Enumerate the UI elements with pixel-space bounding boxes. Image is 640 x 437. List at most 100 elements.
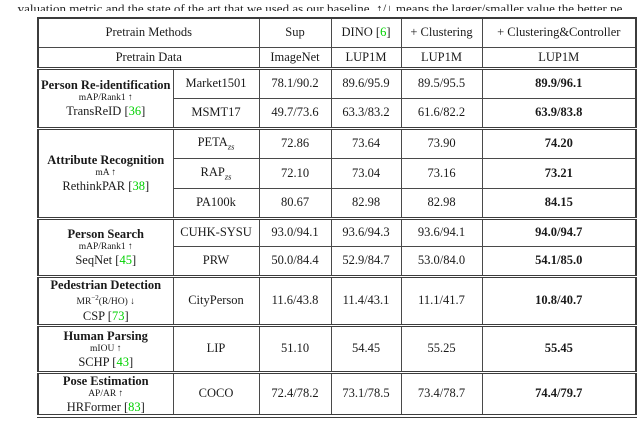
dataset-cell: RAPzs — [172, 157, 260, 189]
value-cell: 54.45 — [330, 323, 402, 373]
dataset-cell: Market1501 — [172, 66, 260, 99]
dataset-subscript: zs — [227, 141, 235, 152]
ref-text: RethinkPAR [ — [62, 179, 133, 193]
task-group-human-parsing: Human Parsing mIOU ↑ SCHP [43] — [37, 323, 174, 373]
dataset-cell: LIP — [172, 323, 260, 373]
best-value-cell: 73.21 — [481, 157, 637, 189]
metric-text: (R/HO) ↓ — [98, 297, 135, 308]
ref-citation: 38 — [132, 179, 145, 193]
dino-bracket: ] — [386, 25, 391, 40]
ref-bracket: ] — [128, 354, 134, 369]
value-cell: 63.3/83.2 — [330, 97, 402, 129]
pretrain-data-cell: LUP1M — [400, 46, 483, 69]
dataset-cell: PETAzs — [172, 126, 260, 159]
value-cell: 82.98 — [400, 187, 483, 219]
dataset-subscript: zs — [224, 171, 232, 182]
ref-bracket: ] — [131, 253, 137, 267]
dataset-cell: COCO — [172, 370, 260, 416]
group-title: Person Re-identification — [41, 78, 171, 92]
table-row: Attribute Recognition mA ↑ RethinkPAR [3… — [37, 126, 637, 219]
table-row: MSMT17 49.7/73.6 63.3/83.2 61.6/82.2 63.… — [38, 97, 637, 129]
value-cell: 53.0/84.0 — [400, 245, 483, 277]
task-group-pedestrian-detection: Pedestrian Detection MR−2(R/HO) ↓ CSP [7… — [37, 274, 174, 326]
benchmark-results-table: Pretrain Methods Sup DINO [6] + Clusteri… — [37, 17, 638, 418]
value-cell: 51.10 — [258, 323, 332, 373]
group-reference: SCHP [43] — [40, 355, 172, 369]
pretrain-data-cell: ImageNet — [258, 46, 332, 69]
dino-label: DINO [ — [341, 25, 381, 40]
table-row: Pose Estimation AP/AR ↑ HRFormer [83] CO… — [37, 370, 637, 416]
value-cell: 93.6/94.1 — [400, 216, 483, 247]
ref-citation: 83 — [128, 399, 141, 414]
group-reference: RethinkPAR [38] — [40, 179, 172, 193]
ref-text: HRFormer [ — [66, 399, 129, 414]
ref-text: TransReID [ — [66, 104, 129, 118]
ref-citation: 36 — [128, 104, 142, 118]
value-cell: 11.4/43.1 — [330, 274, 402, 326]
ref-citation: 43 — [116, 354, 129, 369]
group-title: Human Parsing — [63, 328, 148, 343]
pretrain-data-cell: LUP1M — [481, 46, 637, 69]
table-row: Person Re-identification mAP/Rank1 ↑ Tra… — [37, 66, 637, 129]
group-title: Person Search — [67, 227, 145, 241]
value-cell: 82.98 — [330, 187, 402, 219]
value-cell: 55.25 — [400, 323, 483, 373]
ref-bracket: ] — [124, 308, 129, 323]
group-reference: CSP [73] — [40, 309, 172, 323]
value-cell: 72.86 — [258, 126, 332, 159]
metric-superscript: −2 — [91, 294, 99, 303]
dataset-name: PETA — [197, 135, 228, 150]
table-row: PRW 50.0/84.4 52.9/84.7 53.0/84.0 54.1/8… — [38, 245, 637, 277]
col-header-dino: DINO [6] — [330, 17, 402, 48]
best-value-cell: 89.9/96.1 — [481, 66, 637, 99]
header-row-pretrain-methods: Pretrain Methods Sup DINO [6] + Clusteri… — [37, 17, 637, 48]
metric-text: mA ↑ — [95, 168, 117, 178]
group-title: Pedestrian Detection — [50, 278, 162, 293]
value-cell: 73.64 — [330, 126, 402, 159]
value-cell: 73.4/78.7 — [400, 370, 483, 416]
best-value-cell: 94.0/94.7 — [481, 216, 637, 247]
pretrain-data-label: Pretrain Data — [37, 46, 260, 69]
best-value-cell: 74.20 — [481, 126, 637, 159]
value-cell: 80.67 — [258, 187, 332, 219]
task-group-person-search: Person Search mAP/Rank1 ↑ SeqNet [45] — [37, 216, 174, 277]
ref-bracket: ] — [144, 179, 150, 193]
group-metric: mAP/Rank1 ↑ — [40, 92, 172, 104]
group-title: Attribute Recognition — [47, 153, 165, 167]
table-row: RAPzs 72.10 73.04 73.16 73.21 — [38, 157, 637, 189]
task-group-attribute-recognition: Attribute Recognition mA ↑ RethinkPAR [3… — [37, 126, 174, 219]
ref-text: SeqNet [ — [75, 253, 120, 267]
col-header-clustering-controller: + Clustering&Controller — [481, 17, 637, 48]
value-cell: 73.90 — [400, 126, 483, 159]
best-value-cell: 54.1/85.0 — [481, 245, 637, 277]
value-cell: 11.1/41.7 — [400, 274, 483, 326]
value-cell: 73.16 — [400, 157, 483, 189]
table-row: Pedestrian Detection MR−2(R/HO) ↓ CSP [7… — [37, 274, 637, 326]
value-cell: 61.6/82.2 — [400, 97, 483, 129]
value-cell: 49.7/73.6 — [258, 97, 332, 129]
table-row: Human Parsing mIOU ↑ SCHP [43] LIP 51.10… — [37, 323, 637, 373]
metric-text: mAP/Rank1 ↑ — [78, 93, 133, 103]
dataset-cell: PRW — [172, 245, 260, 277]
best-value-cell: 63.9/83.8 — [481, 97, 637, 129]
task-group-pose-estimation: Pose Estimation AP/AR ↑ HRFormer [83] — [37, 370, 174, 416]
metric-text: MR — [76, 297, 92, 308]
value-cell: 73.04 — [330, 157, 402, 189]
dataset-name: RAP — [200, 164, 225, 179]
value-cell: 52.9/84.7 — [330, 245, 402, 277]
best-value-cell: 10.8/40.7 — [481, 274, 637, 326]
value-cell: 93.0/94.1 — [258, 216, 332, 247]
caption-text: valuation metric and the state of the ar… — [17, 1, 623, 11]
value-cell: 72.10 — [258, 157, 332, 189]
dataset-cell: PA100k — [172, 187, 260, 219]
value-cell: 89.6/95.9 — [330, 66, 402, 99]
best-value-cell: 74.4/79.7 — [481, 370, 637, 416]
table-caption: valuation metric and the state of the ar… — [0, 0, 640, 11]
pretrain-data-cell: LUP1M — [330, 46, 402, 69]
value-cell: 11.6/43.8 — [258, 274, 332, 326]
group-reference: TransReID [36] — [40, 104, 172, 118]
best-value-cell: 84.15 — [481, 187, 637, 219]
group-reference: HRFormer [83] — [40, 400, 172, 414]
ref-text: CSP [ — [82, 308, 112, 323]
